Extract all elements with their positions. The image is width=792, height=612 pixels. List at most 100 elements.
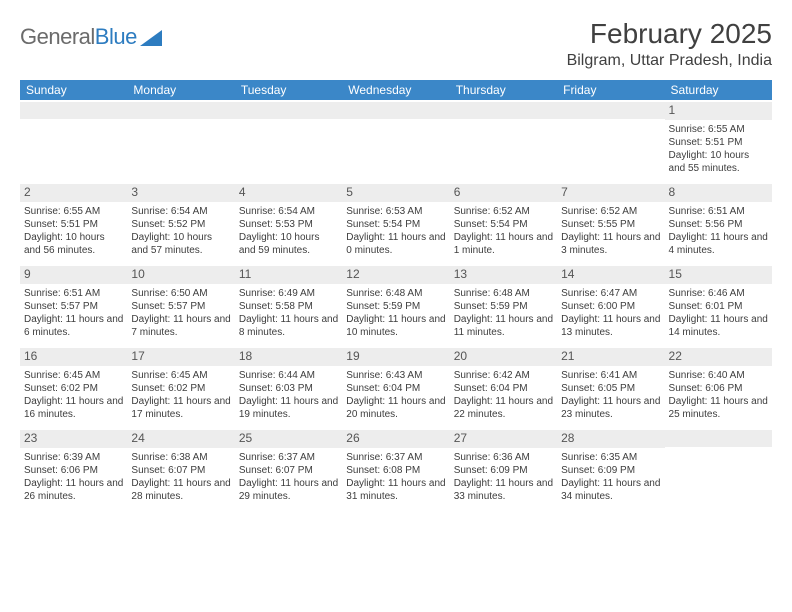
dow-cell: Thursday	[450, 80, 557, 100]
day-cell	[127, 100, 234, 182]
day-number: 18	[235, 348, 342, 366]
sunrise-line: Sunrise: 6:54 AM	[239, 205, 338, 218]
sunset-line: Sunset: 5:53 PM	[239, 218, 338, 231]
dow-cell: Sunday	[20, 80, 127, 100]
day-number: 23	[20, 430, 127, 448]
daylight-line: Daylight: 11 hours and 22 minutes.	[454, 395, 553, 421]
day-cell: 26Sunrise: 6:37 AMSunset: 6:08 PMDayligh…	[342, 428, 449, 510]
dow-cell: Monday	[127, 80, 234, 100]
day-cell: 23Sunrise: 6:39 AMSunset: 6:06 PMDayligh…	[20, 428, 127, 510]
day-cell: 11Sunrise: 6:49 AMSunset: 5:58 PMDayligh…	[235, 264, 342, 346]
day-cell	[342, 100, 449, 182]
day-number: 20	[450, 348, 557, 366]
sunset-line: Sunset: 5:51 PM	[669, 136, 768, 149]
week-row: 9Sunrise: 6:51 AMSunset: 5:57 PMDaylight…	[20, 264, 772, 346]
day-cell: 8Sunrise: 6:51 AMSunset: 5:56 PMDaylight…	[665, 182, 772, 264]
day-cell	[235, 100, 342, 182]
day-cell: 25Sunrise: 6:37 AMSunset: 6:07 PMDayligh…	[235, 428, 342, 510]
sunrise-line: Sunrise: 6:40 AM	[669, 369, 768, 382]
day-number: 15	[665, 266, 772, 284]
sunset-line: Sunset: 6:07 PM	[239, 464, 338, 477]
daylight-line: Daylight: 11 hours and 4 minutes.	[669, 231, 768, 257]
week-row: 23Sunrise: 6:39 AMSunset: 6:06 PMDayligh…	[20, 428, 772, 510]
daylight-line: Daylight: 10 hours and 57 minutes.	[131, 231, 230, 257]
header: GeneralBlue February 2025 Bilgram, Uttar…	[20, 18, 772, 70]
day-number: 26	[342, 430, 449, 448]
sunset-line: Sunset: 6:02 PM	[24, 382, 123, 395]
calendar: SundayMondayTuesdayWednesdayThursdayFrid…	[20, 80, 772, 510]
daylight-line: Daylight: 11 hours and 6 minutes.	[24, 313, 123, 339]
sunset-line: Sunset: 6:00 PM	[561, 300, 660, 313]
daylight-line: Daylight: 10 hours and 59 minutes.	[239, 231, 338, 257]
day-cell: 20Sunrise: 6:42 AMSunset: 6:04 PMDayligh…	[450, 346, 557, 428]
day-number: 27	[450, 430, 557, 448]
location: Bilgram, Uttar Pradesh, India	[567, 52, 772, 70]
brand-part2: Blue	[95, 24, 137, 50]
daylight-line: Daylight: 11 hours and 34 minutes.	[561, 477, 660, 503]
dow-cell: Saturday	[665, 80, 772, 100]
sunset-line: Sunset: 5:58 PM	[239, 300, 338, 313]
day-cell: 24Sunrise: 6:38 AMSunset: 6:07 PMDayligh…	[127, 428, 234, 510]
week-row: 16Sunrise: 6:45 AMSunset: 6:02 PMDayligh…	[20, 346, 772, 428]
day-number: 4	[235, 184, 342, 202]
day-number: 24	[127, 430, 234, 448]
daylight-line: Daylight: 11 hours and 13 minutes.	[561, 313, 660, 339]
day-cell	[665, 428, 772, 510]
day-cell: 3 Sunrise: 6:54 AMSunset: 5:52 PMDaylight…	[127, 182, 234, 264]
day-number	[20, 102, 127, 119]
sunset-line: Sunset: 5:54 PM	[454, 218, 553, 231]
sunrise-line: Sunrise: 6:52 AM	[561, 205, 660, 218]
day-cell: 1Sunrise: 6:55 AMSunset: 5:51 PMDaylight…	[665, 100, 772, 182]
sunrise-line: Sunrise: 6:48 AM	[346, 287, 445, 300]
day-cell: 9Sunrise: 6:51 AMSunset: 5:57 PMDaylight…	[20, 264, 127, 346]
sunrise-line: Sunrise: 6:55 AM	[669, 123, 768, 136]
day-number: 17	[127, 348, 234, 366]
sunrise-line: Sunrise: 6:51 AM	[669, 205, 768, 218]
daylight-line: Daylight: 11 hours and 20 minutes.	[346, 395, 445, 421]
daylight-line: Daylight: 10 hours and 56 minutes.	[24, 231, 123, 257]
day-cell: 14Sunrise: 6:47 AMSunset: 6:00 PMDayligh…	[557, 264, 664, 346]
sunrise-line: Sunrise: 6:49 AM	[239, 287, 338, 300]
sunrise-line: Sunrise: 6:41 AM	[561, 369, 660, 382]
day-cell	[20, 100, 127, 182]
sunset-line: Sunset: 5:55 PM	[561, 218, 660, 231]
sunset-line: Sunset: 5:59 PM	[346, 300, 445, 313]
day-cell	[450, 100, 557, 182]
sunrise-line: Sunrise: 6:53 AM	[346, 205, 445, 218]
sunrise-line: Sunrise: 6:51 AM	[24, 287, 123, 300]
daylight-line: Daylight: 11 hours and 7 minutes.	[131, 313, 230, 339]
daylight-line: Daylight: 11 hours and 10 minutes.	[346, 313, 445, 339]
day-cell: 18Sunrise: 6:44 AMSunset: 6:03 PMDayligh…	[235, 346, 342, 428]
day-cell: 27Sunrise: 6:36 AMSunset: 6:09 PMDayligh…	[450, 428, 557, 510]
daylight-line: Daylight: 11 hours and 14 minutes.	[669, 313, 768, 339]
sunset-line: Sunset: 6:03 PM	[239, 382, 338, 395]
sunset-line: Sunset: 6:08 PM	[346, 464, 445, 477]
daylight-line: Daylight: 11 hours and 19 minutes.	[239, 395, 338, 421]
sunset-line: Sunset: 5:54 PM	[346, 218, 445, 231]
sunrise-line: Sunrise: 6:45 AM	[24, 369, 123, 382]
sunset-line: Sunset: 6:04 PM	[454, 382, 553, 395]
day-number: 8	[665, 184, 772, 202]
sunrise-line: Sunrise: 6:46 AM	[669, 287, 768, 300]
day-number: 22	[665, 348, 772, 366]
dow-cell: Friday	[557, 80, 664, 100]
day-cell	[557, 100, 664, 182]
week-row: 2Sunrise: 6:55 AMSunset: 5:51 PMDaylight…	[20, 182, 772, 264]
sunrise-line: Sunrise: 6:55 AM	[24, 205, 123, 218]
sunrise-line: Sunrise: 6:43 AM	[346, 369, 445, 382]
sunrise-line: Sunrise: 6:54 AM	[131, 205, 230, 218]
daylight-line: Daylight: 11 hours and 0 minutes.	[346, 231, 445, 257]
day-cell: 22Sunrise: 6:40 AMSunset: 6:06 PMDayligh…	[665, 346, 772, 428]
daylight-line: Daylight: 11 hours and 16 minutes.	[24, 395, 123, 421]
day-cell: 10Sunrise: 6:50 AMSunset: 5:57 PMDayligh…	[127, 264, 234, 346]
daylight-line: Daylight: 11 hours and 31 minutes.	[346, 477, 445, 503]
sunset-line: Sunset: 6:02 PM	[131, 382, 230, 395]
sunrise-line: Sunrise: 6:39 AM	[24, 451, 123, 464]
sunset-line: Sunset: 6:06 PM	[669, 382, 768, 395]
sunset-line: Sunset: 5:52 PM	[131, 218, 230, 231]
sunrise-line: Sunrise: 6:52 AM	[454, 205, 553, 218]
sunset-line: Sunset: 6:07 PM	[131, 464, 230, 477]
sunset-line: Sunset: 6:09 PM	[561, 464, 660, 477]
day-cell: 19Sunrise: 6:43 AMSunset: 6:04 PMDayligh…	[342, 346, 449, 428]
day-number: 3	[127, 184, 234, 202]
